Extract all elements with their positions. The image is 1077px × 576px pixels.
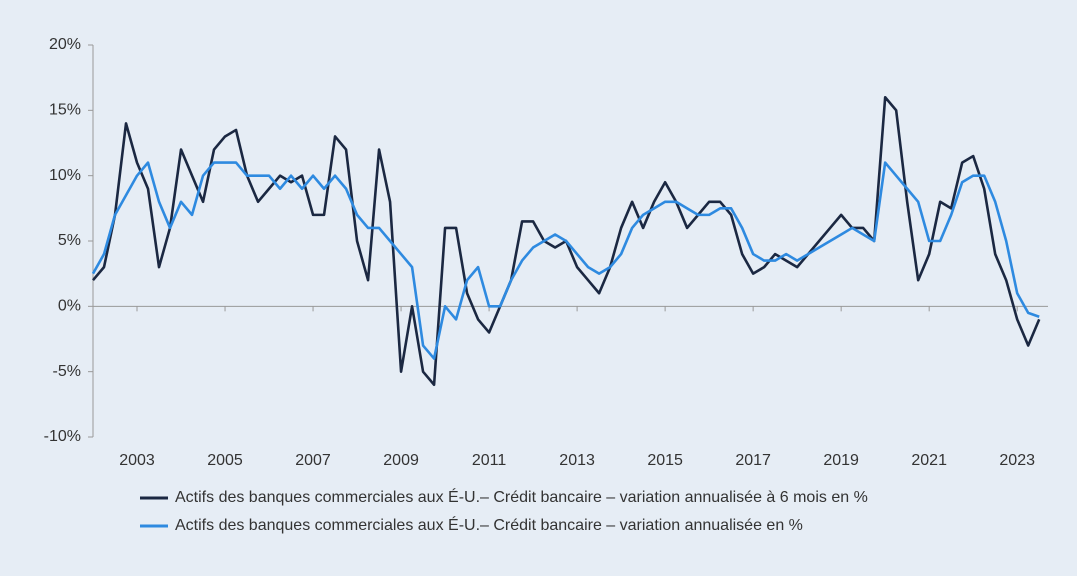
- y-tick-label: 5%: [58, 232, 81, 249]
- y-tick-label: -5%: [53, 363, 81, 380]
- y-tick-label: 20%: [49, 36, 81, 53]
- y-tick-label: 15%: [49, 102, 81, 119]
- legend-label: Actifs des banques commerciales aux É-U.…: [175, 487, 868, 506]
- series-line: [91, 161, 1040, 360]
- x-tick-label: 2015: [647, 452, 683, 469]
- y-tick-label: -10%: [44, 428, 81, 445]
- y-tick-label: 10%: [49, 167, 81, 184]
- x-tick-label: 2013: [559, 452, 595, 469]
- x-tick-label: 2005: [207, 452, 243, 469]
- x-tick-label: 2021: [911, 452, 947, 469]
- x-tick-label: 2019: [823, 452, 859, 469]
- legend-label: Actifs des banques commerciales aux É-U.…: [175, 515, 803, 534]
- x-tick-label: 2009: [383, 452, 419, 469]
- x-tick-label: 2017: [735, 452, 771, 469]
- x-tick-label: 2007: [295, 452, 331, 469]
- x-tick-label: 2003: [119, 452, 155, 469]
- x-tick-label: 2011: [472, 452, 507, 469]
- x-tick-label: 2023: [999, 452, 1035, 469]
- y-tick-label: 0%: [58, 298, 81, 315]
